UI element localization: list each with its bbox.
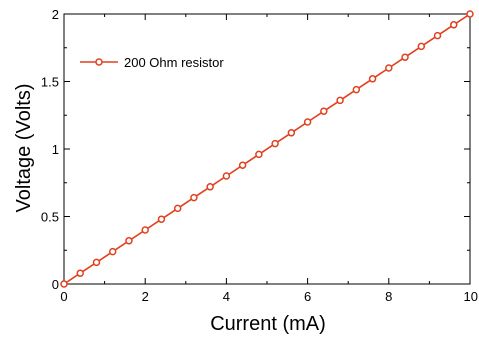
data-point	[141, 226, 149, 234]
data-point	[271, 139, 279, 148]
data-point	[466, 10, 474, 18]
legend: 200 Ohm resistor	[80, 55, 224, 70]
data-point	[401, 53, 409, 61]
data-point	[76, 269, 84, 277]
data-point	[92, 258, 101, 267]
legend-marker	[95, 58, 103, 66]
data-point	[238, 161, 247, 169]
data-point	[206, 183, 214, 191]
data-point	[173, 204, 182, 213]
data-point	[336, 96, 344, 105]
x-tick-label: 8	[385, 289, 392, 304]
data-point	[125, 237, 133, 245]
data-point	[222, 172, 231, 180]
y-tick-label: 1.5	[41, 75, 59, 90]
x-tick-label: 6	[304, 289, 311, 304]
axis-ticks: 0 2 4 6 8 10 0 0.5 1 1.5 2	[41, 7, 478, 304]
x-tick-label: 2	[142, 289, 149, 304]
y-tick-label: 0.5	[41, 210, 59, 225]
data-point	[303, 118, 312, 126]
x-tick-label: 10	[464, 289, 478, 304]
data-point	[433, 31, 442, 40]
data-point	[157, 215, 166, 223]
data-point	[320, 107, 328, 115]
y-axis-title: Voltage (Volts)	[13, 84, 35, 213]
data-point	[190, 193, 198, 202]
data-point	[255, 150, 263, 159]
data-point	[368, 75, 377, 83]
x-axis-title: Current (mA)	[210, 313, 326, 335]
data-point	[450, 21, 458, 29]
y-tick-label: 2	[52, 7, 59, 22]
data-point	[60, 280, 68, 288]
y-tick-label: 0	[52, 277, 59, 292]
data-point	[108, 247, 117, 256]
data-point	[352, 85, 361, 94]
y-tick-label: 1	[52, 142, 59, 157]
x-tick-label: 4	[223, 289, 230, 304]
series-layer	[60, 10, 474, 288]
data-point	[385, 64, 393, 72]
data-point	[287, 129, 296, 137]
data-point	[417, 42, 426, 51]
legend-label: 200 Ohm resistor	[124, 55, 224, 70]
x-tick-label: 0	[60, 289, 67, 304]
